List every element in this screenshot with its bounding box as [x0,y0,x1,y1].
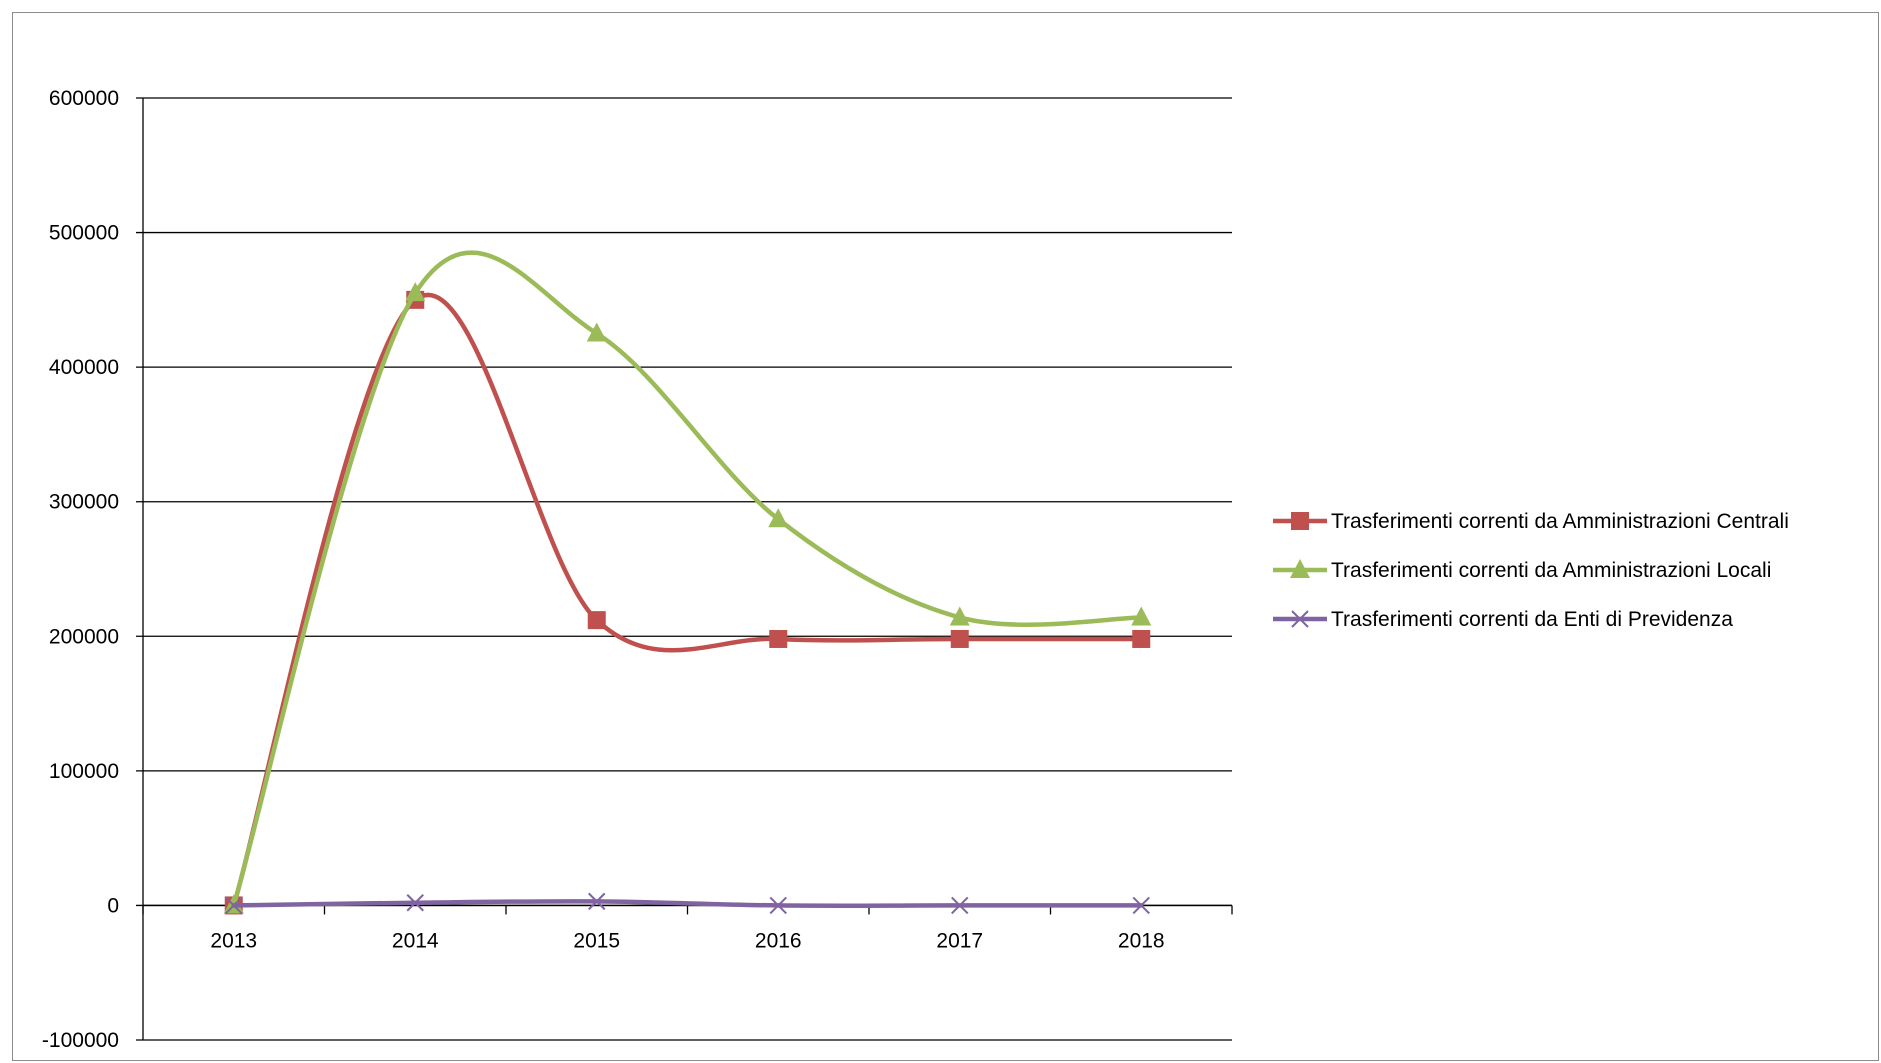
legend-marker [1291,610,1309,628]
series-line-2 [231,250,1144,908]
series-line-1 [231,293,1144,908]
y-tick-label: 300000 [49,491,119,514]
data-point-series-1 [1132,629,1151,648]
data-point-series-3 [406,894,424,912]
data-point-series-3 [951,896,969,915]
y-tick-label: 400000 [49,356,119,379]
x-marker-stroke [769,896,787,915]
x-marker-stroke [406,894,424,912]
series-lines [223,250,1152,915]
data-point-series-3 [1132,896,1150,915]
legend-label: Trasferimenti correnti da Enti di Previd… [1331,608,1733,631]
x-tick-label: 2017 [936,929,983,952]
x-marker-stroke [1291,610,1309,628]
data-point-series-2 [586,322,607,342]
legend-marker [1290,559,1310,578]
x-marker-stroke [951,896,969,915]
x-marker-stroke [588,892,606,911]
data-point-series-2 [949,606,970,626]
y-tick-label: 200000 [49,625,119,648]
x-tick-label: 2016 [755,929,802,952]
data-point-series-1 [769,629,788,648]
data-point-series-3 [225,896,243,915]
x-tick-label: 2013 [210,929,257,952]
series-line-3 [231,899,1144,908]
x-marker-stroke [1132,896,1150,915]
y-tick-label: 500000 [49,222,119,245]
data-point-series-2 [1131,606,1152,626]
chart-frame [12,12,1879,1061]
data-point-series-2 [405,282,426,302]
data-point-series-3 [769,896,787,915]
data-point-series-3 [588,892,606,911]
legend-marker [1291,512,1309,530]
legend-label: Trasferimenti correnti da Amministrazion… [1331,559,1771,582]
x-tick-label: 2014 [392,929,439,952]
legend-label: Trasferimenti correnti da Amministrazion… [1331,510,1789,533]
gridlines [136,97,1232,1041]
y-tick-label: 100000 [49,760,119,783]
y-tick-label: 0 [107,894,119,917]
y-tick-label: 600000 [49,87,119,110]
x-tick-label: 2018 [1118,929,1165,952]
data-point-series-1 [950,629,969,648]
x-marker-stroke [225,896,243,915]
data-point-series-2 [768,508,789,528]
y-tick-label: -100000 [42,1029,119,1052]
data-point-series-1 [587,611,606,630]
legend: Trasferimenti correnti da Amministrazion… [1273,510,1789,631]
x-tick-label: 2015 [573,929,620,952]
